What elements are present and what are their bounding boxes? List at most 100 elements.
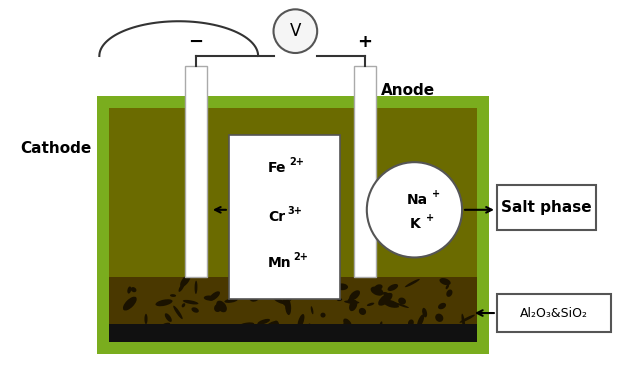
Ellipse shape (378, 293, 392, 306)
Ellipse shape (432, 326, 442, 340)
Ellipse shape (331, 283, 338, 295)
Ellipse shape (438, 303, 446, 309)
Text: 2+: 2+ (289, 157, 305, 167)
Ellipse shape (446, 284, 449, 289)
Ellipse shape (265, 321, 277, 329)
Ellipse shape (180, 275, 191, 287)
Ellipse shape (375, 284, 383, 290)
Ellipse shape (435, 314, 443, 322)
Ellipse shape (343, 323, 351, 330)
Ellipse shape (405, 279, 420, 287)
Ellipse shape (378, 328, 383, 336)
Ellipse shape (285, 298, 291, 315)
Ellipse shape (182, 303, 185, 307)
Ellipse shape (337, 298, 342, 301)
Ellipse shape (460, 314, 475, 323)
Ellipse shape (388, 302, 399, 307)
Ellipse shape (163, 326, 170, 334)
Ellipse shape (321, 313, 326, 317)
Bar (185, 66, 207, 277)
Ellipse shape (311, 306, 314, 314)
Bar (109, 324, 477, 342)
Bar (229, 135, 340, 299)
Ellipse shape (173, 306, 183, 319)
Ellipse shape (395, 303, 409, 308)
Ellipse shape (151, 326, 154, 333)
Ellipse shape (157, 326, 169, 337)
Ellipse shape (172, 324, 177, 336)
Ellipse shape (387, 284, 398, 291)
Text: +: + (432, 189, 441, 199)
Ellipse shape (344, 300, 359, 304)
Ellipse shape (348, 297, 354, 303)
Ellipse shape (214, 304, 222, 312)
Bar (109, 108, 477, 342)
Text: 3+: 3+ (287, 206, 303, 216)
Text: Cathode: Cathode (20, 141, 92, 156)
Bar (354, 66, 376, 277)
Ellipse shape (349, 290, 360, 300)
Ellipse shape (359, 308, 366, 315)
Ellipse shape (258, 319, 270, 325)
Ellipse shape (398, 297, 406, 305)
Ellipse shape (170, 294, 176, 297)
Text: −: − (188, 33, 204, 51)
Ellipse shape (216, 301, 227, 312)
Ellipse shape (127, 286, 131, 293)
Text: K: K (410, 217, 420, 231)
Ellipse shape (367, 162, 462, 258)
Ellipse shape (204, 296, 215, 300)
Ellipse shape (380, 322, 382, 327)
Ellipse shape (343, 319, 352, 328)
Ellipse shape (225, 298, 238, 303)
Bar (97, 96, 489, 354)
Ellipse shape (422, 308, 427, 317)
Text: +: + (357, 33, 372, 51)
Ellipse shape (179, 283, 184, 292)
Ellipse shape (144, 314, 148, 324)
Ellipse shape (258, 280, 267, 286)
Ellipse shape (209, 291, 220, 301)
Text: +: + (426, 213, 434, 223)
Ellipse shape (387, 331, 398, 334)
Ellipse shape (191, 307, 199, 313)
Text: Cr: Cr (268, 210, 285, 224)
Ellipse shape (298, 314, 305, 329)
Ellipse shape (239, 322, 254, 327)
Ellipse shape (273, 288, 281, 295)
Text: Salt phase: Salt phase (501, 200, 591, 215)
Ellipse shape (183, 300, 198, 305)
Ellipse shape (367, 303, 375, 306)
Ellipse shape (383, 292, 391, 297)
Text: Mn: Mn (268, 256, 291, 270)
Ellipse shape (384, 300, 399, 308)
Ellipse shape (195, 281, 197, 294)
Ellipse shape (429, 324, 438, 332)
Text: Na: Na (406, 193, 427, 207)
Text: V: V (289, 22, 301, 40)
Ellipse shape (131, 287, 137, 292)
Text: Fe: Fe (268, 161, 286, 175)
Ellipse shape (116, 328, 127, 336)
Ellipse shape (408, 319, 414, 326)
Ellipse shape (155, 299, 172, 306)
Bar (497, 294, 611, 332)
Ellipse shape (417, 314, 424, 327)
Ellipse shape (395, 328, 403, 334)
Ellipse shape (289, 295, 293, 301)
Ellipse shape (249, 293, 260, 302)
Ellipse shape (336, 283, 348, 290)
Text: Anode: Anode (381, 83, 435, 98)
Ellipse shape (282, 299, 287, 306)
Ellipse shape (162, 323, 170, 326)
Bar (497, 185, 596, 230)
Ellipse shape (123, 297, 137, 310)
Ellipse shape (308, 323, 315, 337)
Text: Al₂O₃&SiO₂: Al₂O₃&SiO₂ (520, 306, 588, 320)
Ellipse shape (371, 286, 384, 296)
Ellipse shape (439, 278, 451, 285)
Ellipse shape (446, 289, 452, 297)
Ellipse shape (407, 325, 413, 331)
Ellipse shape (273, 9, 317, 53)
Bar (109, 277, 477, 330)
